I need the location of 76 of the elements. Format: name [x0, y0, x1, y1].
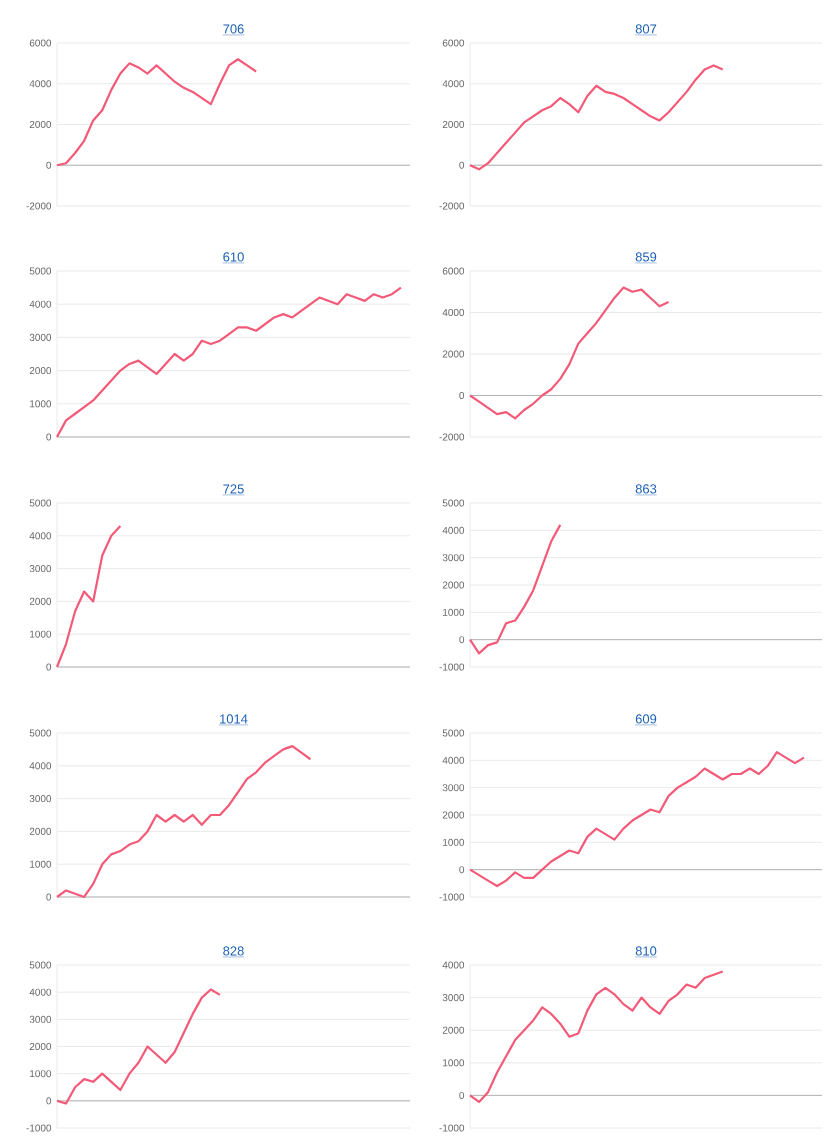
y-tick-label: 2000 [29, 1042, 52, 1051]
y-tick-label: 2000 [442, 581, 465, 589]
y-tick-label: -1000 [439, 893, 465, 901]
y-tick-label: 2000 [442, 811, 465, 819]
y-tick-label: 1000 [443, 1059, 465, 1067]
y-tick-label: 1000 [30, 1070, 52, 1078]
y-tick-label: 3000 [29, 1015, 52, 1023]
y-tick-label: 1000 [443, 608, 465, 616]
y-tick-label: 4000 [442, 961, 465, 969]
y-tick-label: 2000 [29, 597, 52, 605]
y-tick-label: 4000 [29, 300, 52, 308]
chart-title: 828 [223, 946, 244, 956]
y-tick-label: 1000 [30, 860, 52, 868]
y-tick-label: 0 [459, 161, 465, 169]
y-tick-label: 5000 [29, 499, 52, 507]
y-tick-label: -2000 [439, 433, 465, 441]
chart-title: 1014 [220, 714, 248, 724]
y-tick-label: 2000 [29, 827, 52, 835]
y-tick-label: 4000 [442, 756, 465, 764]
y-tick-label: -1000 [26, 1124, 52, 1132]
y-tick-label: 2000 [442, 350, 465, 358]
y-tick-label: 4000 [442, 526, 465, 534]
y-tick-label: 4000 [442, 80, 465, 88]
y-tick-label: 3000 [442, 554, 465, 562]
line-series [55, 745, 312, 899]
line-series [468, 751, 806, 888]
line-series [468, 286, 670, 420]
y-tick-label: 4000 [29, 988, 52, 996]
y-tick-label: -1000 [439, 1124, 465, 1132]
chart-title: 859 [635, 252, 657, 262]
chart-title: 863 [635, 484, 657, 494]
y-tick-label: 0 [46, 433, 52, 441]
y-tick-label: -1000 [439, 663, 465, 671]
y-tick-label: 1000 [30, 630, 52, 638]
y-tick-label: 2000 [29, 367, 52, 375]
y-tick-label: 5000 [442, 729, 465, 737]
y-tick-label: 2000 [29, 120, 52, 129]
y-tick-label: 3000 [442, 994, 465, 1002]
y-tick-label: 5000 [442, 499, 465, 507]
chart-title: 610 [223, 252, 244, 262]
chart-title: 706 [223, 24, 244, 34]
chart-title: 810 [635, 946, 657, 956]
line-series [55, 524, 122, 669]
y-tick-label: 1000 [30, 400, 52, 408]
y-tick-label: 4000 [29, 762, 52, 770]
y-tick-label: 3000 [442, 784, 465, 792]
y-tick-label: 3000 [29, 565, 52, 573]
y-tick-label: 0 [46, 893, 52, 901]
chart-title: 807 [635, 24, 657, 34]
y-tick-label: 5000 [29, 267, 52, 275]
y-tick-label: 0 [46, 663, 52, 671]
y-tick-label: 6000 [442, 39, 465, 47]
y-tick-label: 6000 [442, 267, 465, 275]
y-tick-label: 0 [459, 391, 465, 400]
y-tick-label: 2000 [442, 120, 465, 129]
y-tick-label: 4000 [442, 308, 465, 317]
y-tick-label: 0 [459, 636, 465, 644]
line-series [468, 523, 562, 655]
y-tick-label: 1000 [443, 838, 465, 846]
y-tick-label: 0 [46, 1097, 52, 1105]
line-series [468, 970, 724, 1104]
chart-title: 609 [635, 714, 657, 724]
y-tick-label: 6000 [29, 39, 52, 47]
y-tick-label: 4000 [29, 532, 52, 540]
y-tick-label: 0 [459, 866, 465, 874]
chart-title: 725 [223, 484, 244, 494]
y-tick-label: -2000 [26, 202, 52, 210]
y-tick-label: 3000 [29, 333, 52, 341]
y-tick-label: 3000 [29, 795, 52, 803]
y-tick-label: 2000 [442, 1026, 465, 1034]
y-tick-label: 0 [459, 1091, 465, 1099]
y-tick-label: 5000 [29, 961, 52, 969]
y-tick-label: 4000 [29, 80, 52, 88]
y-tick-label: 5000 [29, 729, 52, 737]
y-tick-label: -2000 [439, 202, 465, 210]
y-tick-label: 0 [46, 161, 52, 169]
